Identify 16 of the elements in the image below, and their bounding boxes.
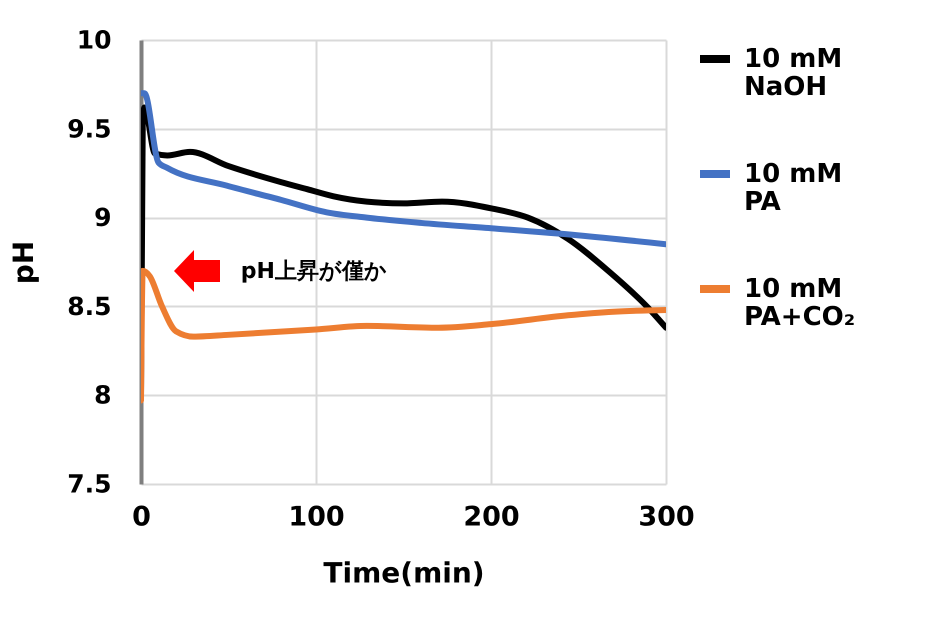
y-axis-title: pH — [7, 240, 40, 284]
y-tick-label: 9 — [94, 203, 112, 232]
x-tick-label: 200 — [463, 502, 520, 532]
y-tick-label: 7.5 — [67, 470, 112, 498]
x-tick-label: 0 — [132, 502, 151, 532]
legend-label: 10 mM PA+CO₂ — [744, 274, 856, 332]
legend-label: 10 mM PA — [744, 159, 842, 217]
annotation: pH上昇が僅か — [240, 258, 387, 284]
x-tick-label: 300 — [638, 502, 695, 532]
x-tick-label: 100 — [288, 502, 345, 532]
y-tick-label: 8.5 — [67, 292, 112, 321]
y-tick-label: 10 — [76, 26, 112, 54]
y-tick-label: 8 — [94, 380, 112, 410]
y-tick-label: 9.5 — [67, 114, 112, 144]
legend-label: 10 mM NaOH — [744, 44, 842, 102]
x-axis-title: Time(min) — [323, 556, 485, 590]
